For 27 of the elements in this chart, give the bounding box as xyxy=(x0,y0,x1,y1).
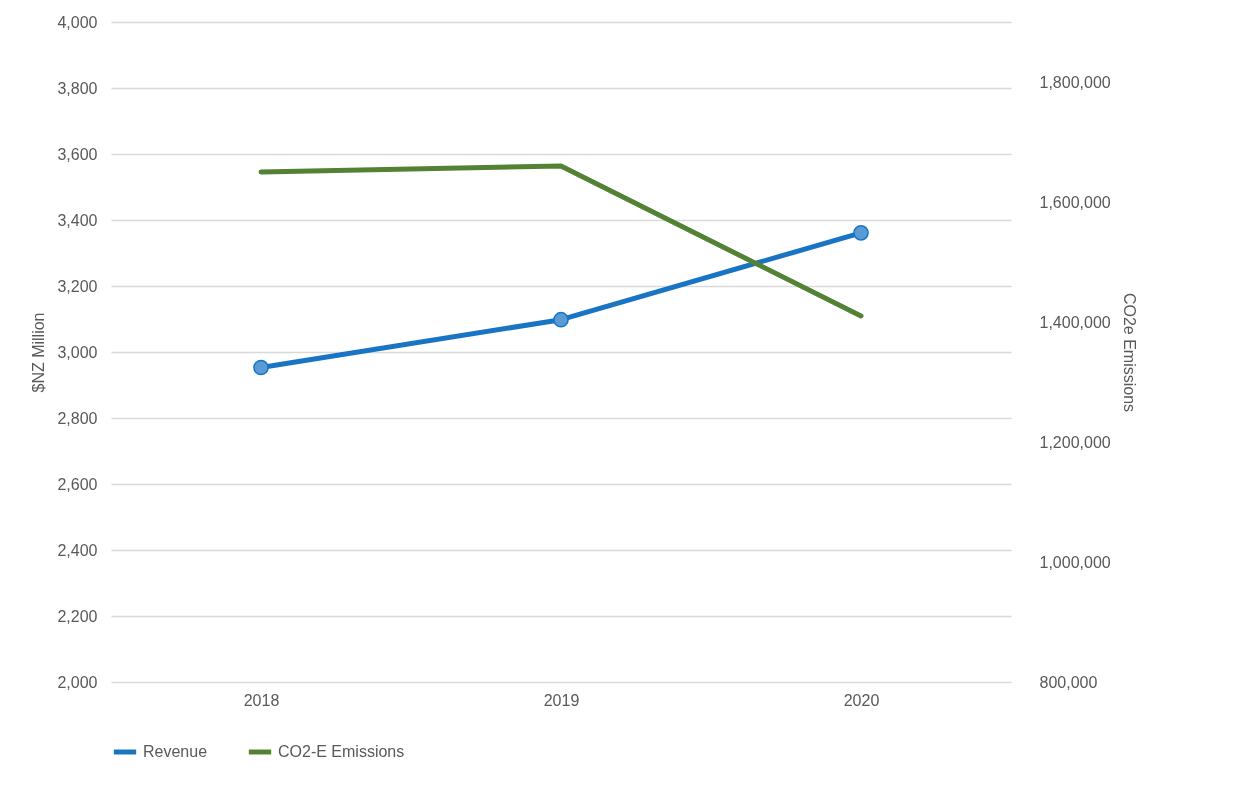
y2-tick-label: 1,200,000 xyxy=(1039,433,1111,451)
y2-tick-label: 1,800,000 xyxy=(1039,73,1111,91)
y-tick-label: 3,800 xyxy=(57,79,98,97)
y-tick-label: 3,600 xyxy=(57,145,98,163)
x-tick-label: 2019 xyxy=(543,691,580,709)
point xyxy=(853,225,869,241)
y-tick-label: 2,600 xyxy=(57,475,98,493)
y2-tick-label: 1,400,000 xyxy=(1039,313,1111,331)
y-tick-label: 3,400 xyxy=(57,211,98,229)
legend-label: CO2-E Emissions xyxy=(278,743,405,760)
y-tick-label: 3,000 xyxy=(57,343,98,361)
y2-tick-label: 800,000 xyxy=(1039,673,1098,691)
y2-axis-title: CO2e Emissions xyxy=(1120,292,1138,413)
y-tick-label: 2,000 xyxy=(57,673,98,691)
legend-label: Revenue xyxy=(143,743,208,760)
y-tick-label: 3,200 xyxy=(57,277,98,295)
y-axis-title: $NZ Million xyxy=(30,312,48,393)
x-tick-label: 2020 xyxy=(843,691,880,709)
y2-tick-label: 1,000,000 xyxy=(1039,553,1111,571)
y-tick-label: 2,200 xyxy=(57,607,98,625)
x-tick-label: 2018 xyxy=(243,691,280,709)
y-tick-label: 2,400 xyxy=(57,541,98,559)
y-tick-label: 2,800 xyxy=(57,409,98,427)
y2-tick-label: 1,600,000 xyxy=(1039,193,1111,211)
y-tick-label: 4,000 xyxy=(57,13,98,31)
point xyxy=(553,311,569,328)
point xyxy=(253,359,269,376)
